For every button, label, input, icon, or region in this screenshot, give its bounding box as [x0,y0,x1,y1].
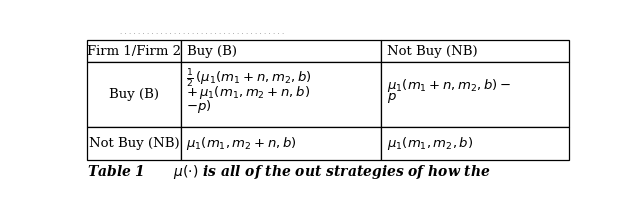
Bar [381,127,568,160]
Text: $\mu_1(m_1, m_2+n, b)$: $\mu_1(m_1, m_2+n, b)$ [186,135,297,152]
Bar [88,40,181,62]
Text: $\frac{1}{2}\,(\mu_1(m_1+n, m_2, b)$: $\frac{1}{2}\,(\mu_1(m_1+n, m_2, b)$ [186,68,312,90]
Text: Table 1      $\mu(\cdot)$ is all of the out strategies of how the: Table 1 $\mu(\cdot)$ is all of the out s… [88,163,491,181]
Text: $p$: $p$ [387,91,397,105]
Bar [181,40,381,62]
Bar [381,40,568,62]
Text: $\mu_1(m_1, m_2, b)$: $\mu_1(m_1, m_2, b)$ [387,135,473,152]
Text: $\mu_1(m_1+n, m_2, b)-$: $\mu_1(m_1+n, m_2, b)-$ [387,78,511,94]
Bar [381,62,568,127]
Text: Buy (B): Buy (B) [109,88,159,101]
Text: Firm 1/Firm 2: Firm 1/Firm 2 [87,45,181,58]
Bar [88,62,181,127]
Text: Not Buy (NB): Not Buy (NB) [89,137,180,150]
Bar [88,127,181,160]
Text: . . . . . . . . . . . . . . . . . . . . . . . . . . . . . . . . . . . . .: . . . . . . . . . . . . . . . . . . . . … [120,28,284,36]
Bar [181,62,381,127]
Text: Not Buy (NB): Not Buy (NB) [387,45,477,58]
Text: Buy (B): Buy (B) [188,45,237,58]
Text: $+\,\mu_1(m_1, m_2+n, b)$: $+\,\mu_1(m_1, m_2+n, b)$ [186,84,310,102]
Bar [181,127,381,160]
Text: $-p)$: $-p)$ [186,98,212,115]
